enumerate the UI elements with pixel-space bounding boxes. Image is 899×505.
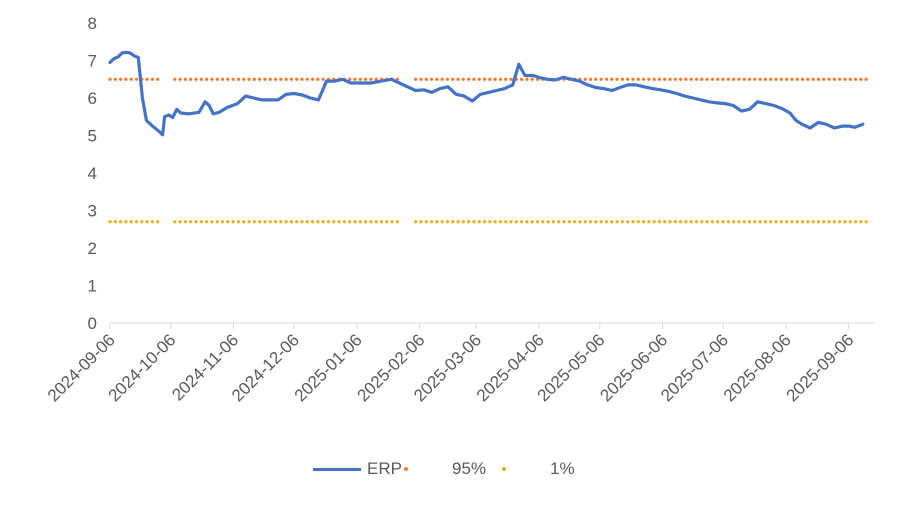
y-tick-label: 2	[88, 239, 97, 258]
x-tick-label: 2025-09-06	[783, 330, 858, 405]
y-tick-label: 3	[88, 202, 97, 221]
legend-label-erp: ERP	[367, 459, 402, 478]
y-axis-labels: 0 1 2 3 4 5 6 7 8	[88, 14, 97, 333]
x-axis	[109, 322, 875, 329]
legend-label-1: 1%	[550, 459, 575, 478]
legend-label-95: 95%	[452, 459, 487, 478]
erp-series	[108, 50, 865, 137]
y-tick-label: 1	[88, 277, 97, 296]
chart-legend: ERP 95% 1%	[0, 452, 899, 486]
legend-item-erp: ERP	[313, 452, 402, 486]
erp-chart: 0 1 2 3 4 5 6 7 8 2024-09-062024-10-062024-11-06…	[44, 14, 875, 405]
y-tick-label: 0	[88, 314, 97, 333]
legend-swatch-1	[502, 467, 506, 471]
y-tick-label: 5	[88, 127, 97, 146]
y-tick-label: 6	[88, 89, 97, 108]
legend-swatch-erp	[313, 467, 361, 471]
reference-lines	[108, 77, 871, 224]
x-axis-labels: 2024-09-062024-10-062024-11-062024-12-06…	[44, 330, 858, 405]
y-tick-label: 7	[88, 52, 97, 71]
legend-item-95: 95%	[404, 452, 486, 486]
series-line-erp	[108, 50, 865, 137]
legend-item-1: 1%	[502, 452, 575, 486]
y-tick-label: 4	[88, 164, 97, 183]
y-tick-label: 8	[88, 14, 97, 33]
legend-swatch-95	[404, 467, 408, 471]
